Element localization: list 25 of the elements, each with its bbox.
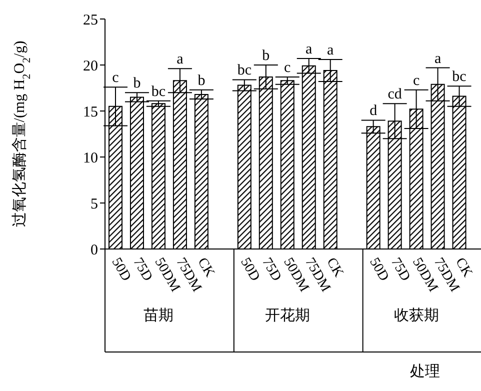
data-label: c (112, 70, 120, 86)
text: 开花期 (265, 307, 310, 324)
y-tick-label: 0 (90, 242, 98, 258)
y-tick-label: 25 (83, 12, 98, 28)
data-label: bc (237, 62, 252, 79)
data-label: b (198, 72, 206, 89)
data-label: a (327, 42, 334, 58)
y-tick-label: 20 (83, 58, 98, 74)
data-label: a (176, 52, 184, 68)
data-label: bc (452, 69, 467, 86)
y-tick-label: 5 (90, 196, 98, 212)
y-tick-label: 15 (83, 104, 98, 120)
data-label: b (133, 76, 141, 92)
data-label: a (306, 42, 313, 58)
y-tick-label: 10 (83, 150, 98, 166)
data-label: a (434, 50, 442, 67)
text: 苗期 (144, 307, 174, 324)
data-label: d (370, 103, 378, 120)
data-label: b (262, 48, 270, 64)
data-label: bc (151, 84, 166, 100)
text: 收获期 (394, 307, 440, 324)
x-axis-title: 处理 (410, 363, 440, 380)
data-label: c (284, 60, 292, 76)
data-label: cd (388, 86, 402, 103)
data-label: c (412, 72, 420, 89)
